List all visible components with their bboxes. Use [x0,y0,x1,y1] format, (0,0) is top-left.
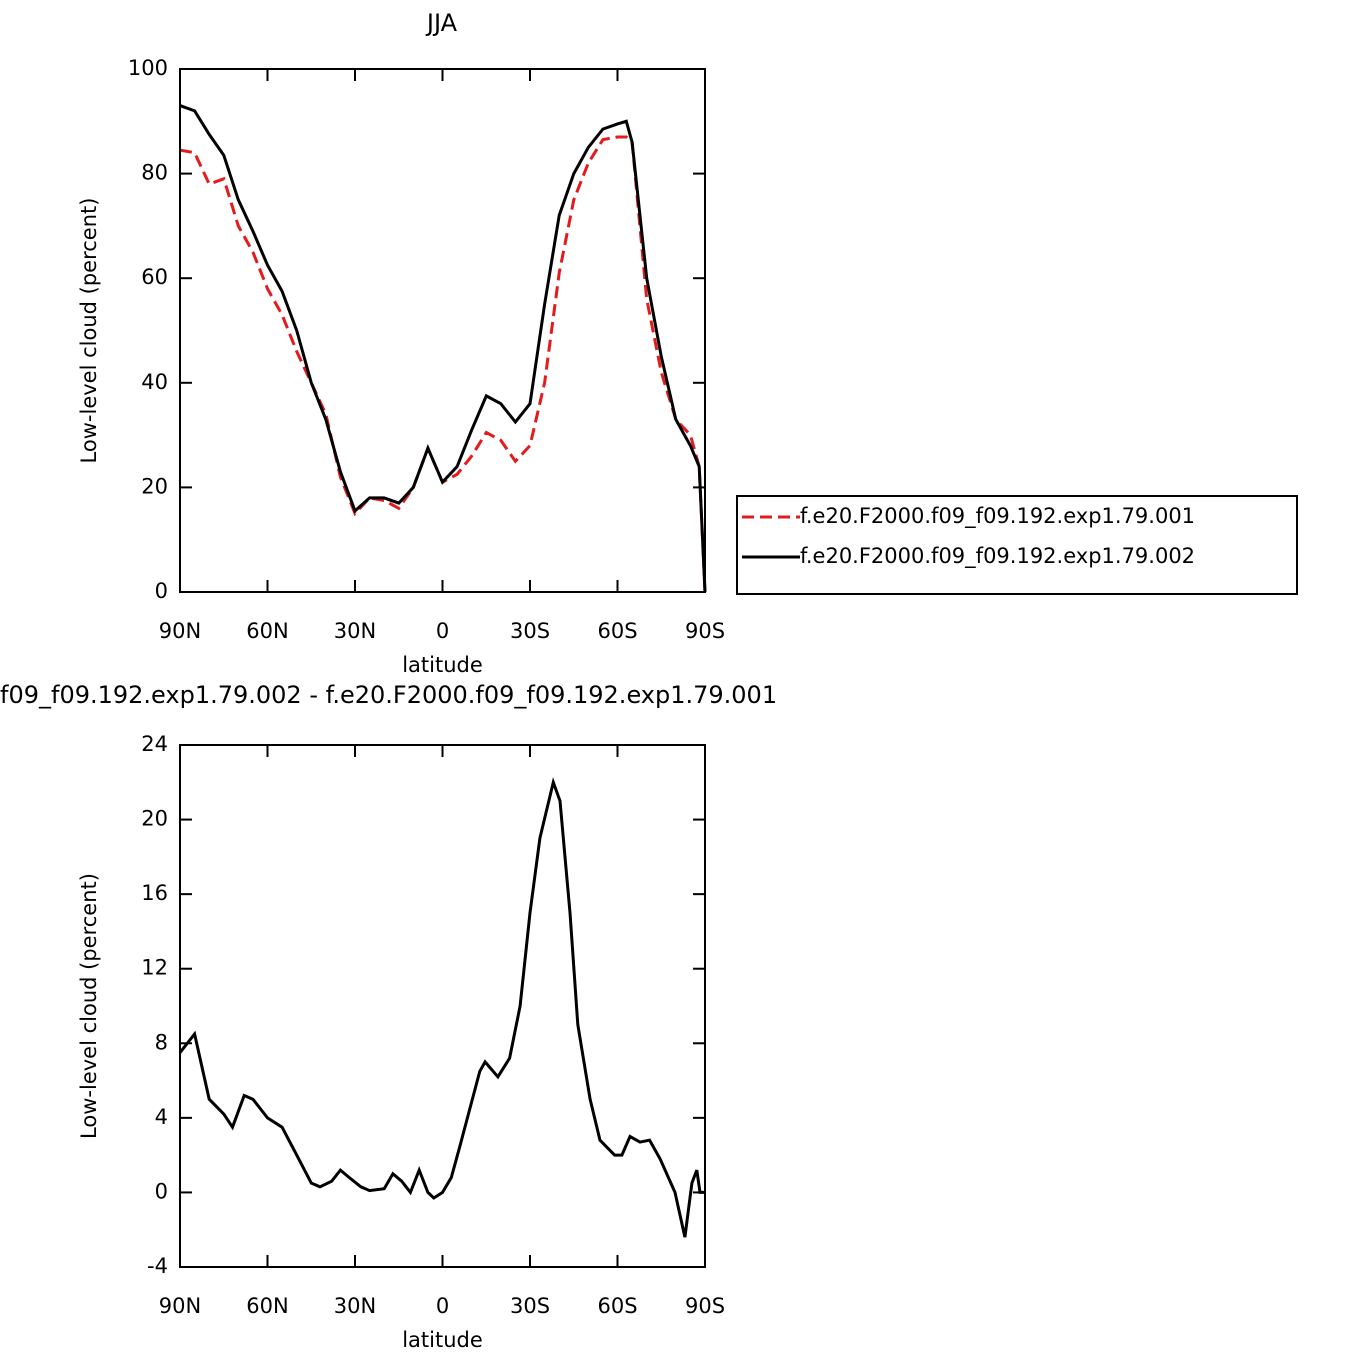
data-line [179,104,707,593]
x-tick-label: 0 [436,619,449,643]
y-tick-label: 20 [141,474,168,498]
y-tick-label: 12 [141,956,168,980]
plot-frame [179,744,706,1268]
x-tick-label: 60S [597,1294,637,1318]
x-tick-label: 90S [685,619,725,643]
x-axis-label: latitude [402,653,483,677]
x-tick-label: 60N [246,619,288,643]
y-tick-label: 4 [155,1105,168,1129]
x-tick-label: 30N [334,1294,376,1318]
x-tick-label: 90N [159,619,201,643]
legend-label: f.e20.F2000.f09_f09.192.exp1.79.001 [800,504,1195,529]
y-axis-label: Low-level cloud (percent) [77,198,101,464]
y-tick-label: 60 [141,265,168,289]
x-tick-label: 60N [246,1294,288,1318]
y-tick-label: 16 [141,881,168,905]
x-tick-label: 90S [685,1294,725,1318]
y-tick-label: 0 [155,1179,168,1203]
y-tick-label: 80 [141,161,168,185]
legend-label: f.e20.F2000.f09_f09.192.exp1.79.002 [800,544,1195,569]
y-tick-label: 24 [141,732,168,756]
x-tick-label: 0 [436,1294,449,1318]
y-tick-label: 40 [141,370,168,394]
legend-box [736,495,1298,595]
data-line [178,777,705,1238]
y-tick-label: 8 [155,1030,168,1054]
y-tick-label: 20 [141,807,168,831]
y-tick-label: -4 [147,1254,168,1278]
x-tick-label: 60S [597,619,637,643]
data-line [179,135,707,593]
x-tick-label: 30N [334,619,376,643]
x-axis-label: latitude [402,1328,483,1352]
x-tick-label: 30S [510,619,550,643]
plot-frame [179,68,706,593]
chart-title: JJA [425,9,458,37]
chart-title: f09_f09.192.exp1.79.002 - f.e20.F2000.f0… [0,681,777,709]
y-tick-label: 0 [155,579,168,603]
y-axis-label: Low-level cloud (percent) [77,873,101,1139]
x-tick-label: 30S [510,1294,550,1318]
y-tick-label: 100 [128,56,168,80]
x-tick-label: 90N [159,1294,201,1318]
